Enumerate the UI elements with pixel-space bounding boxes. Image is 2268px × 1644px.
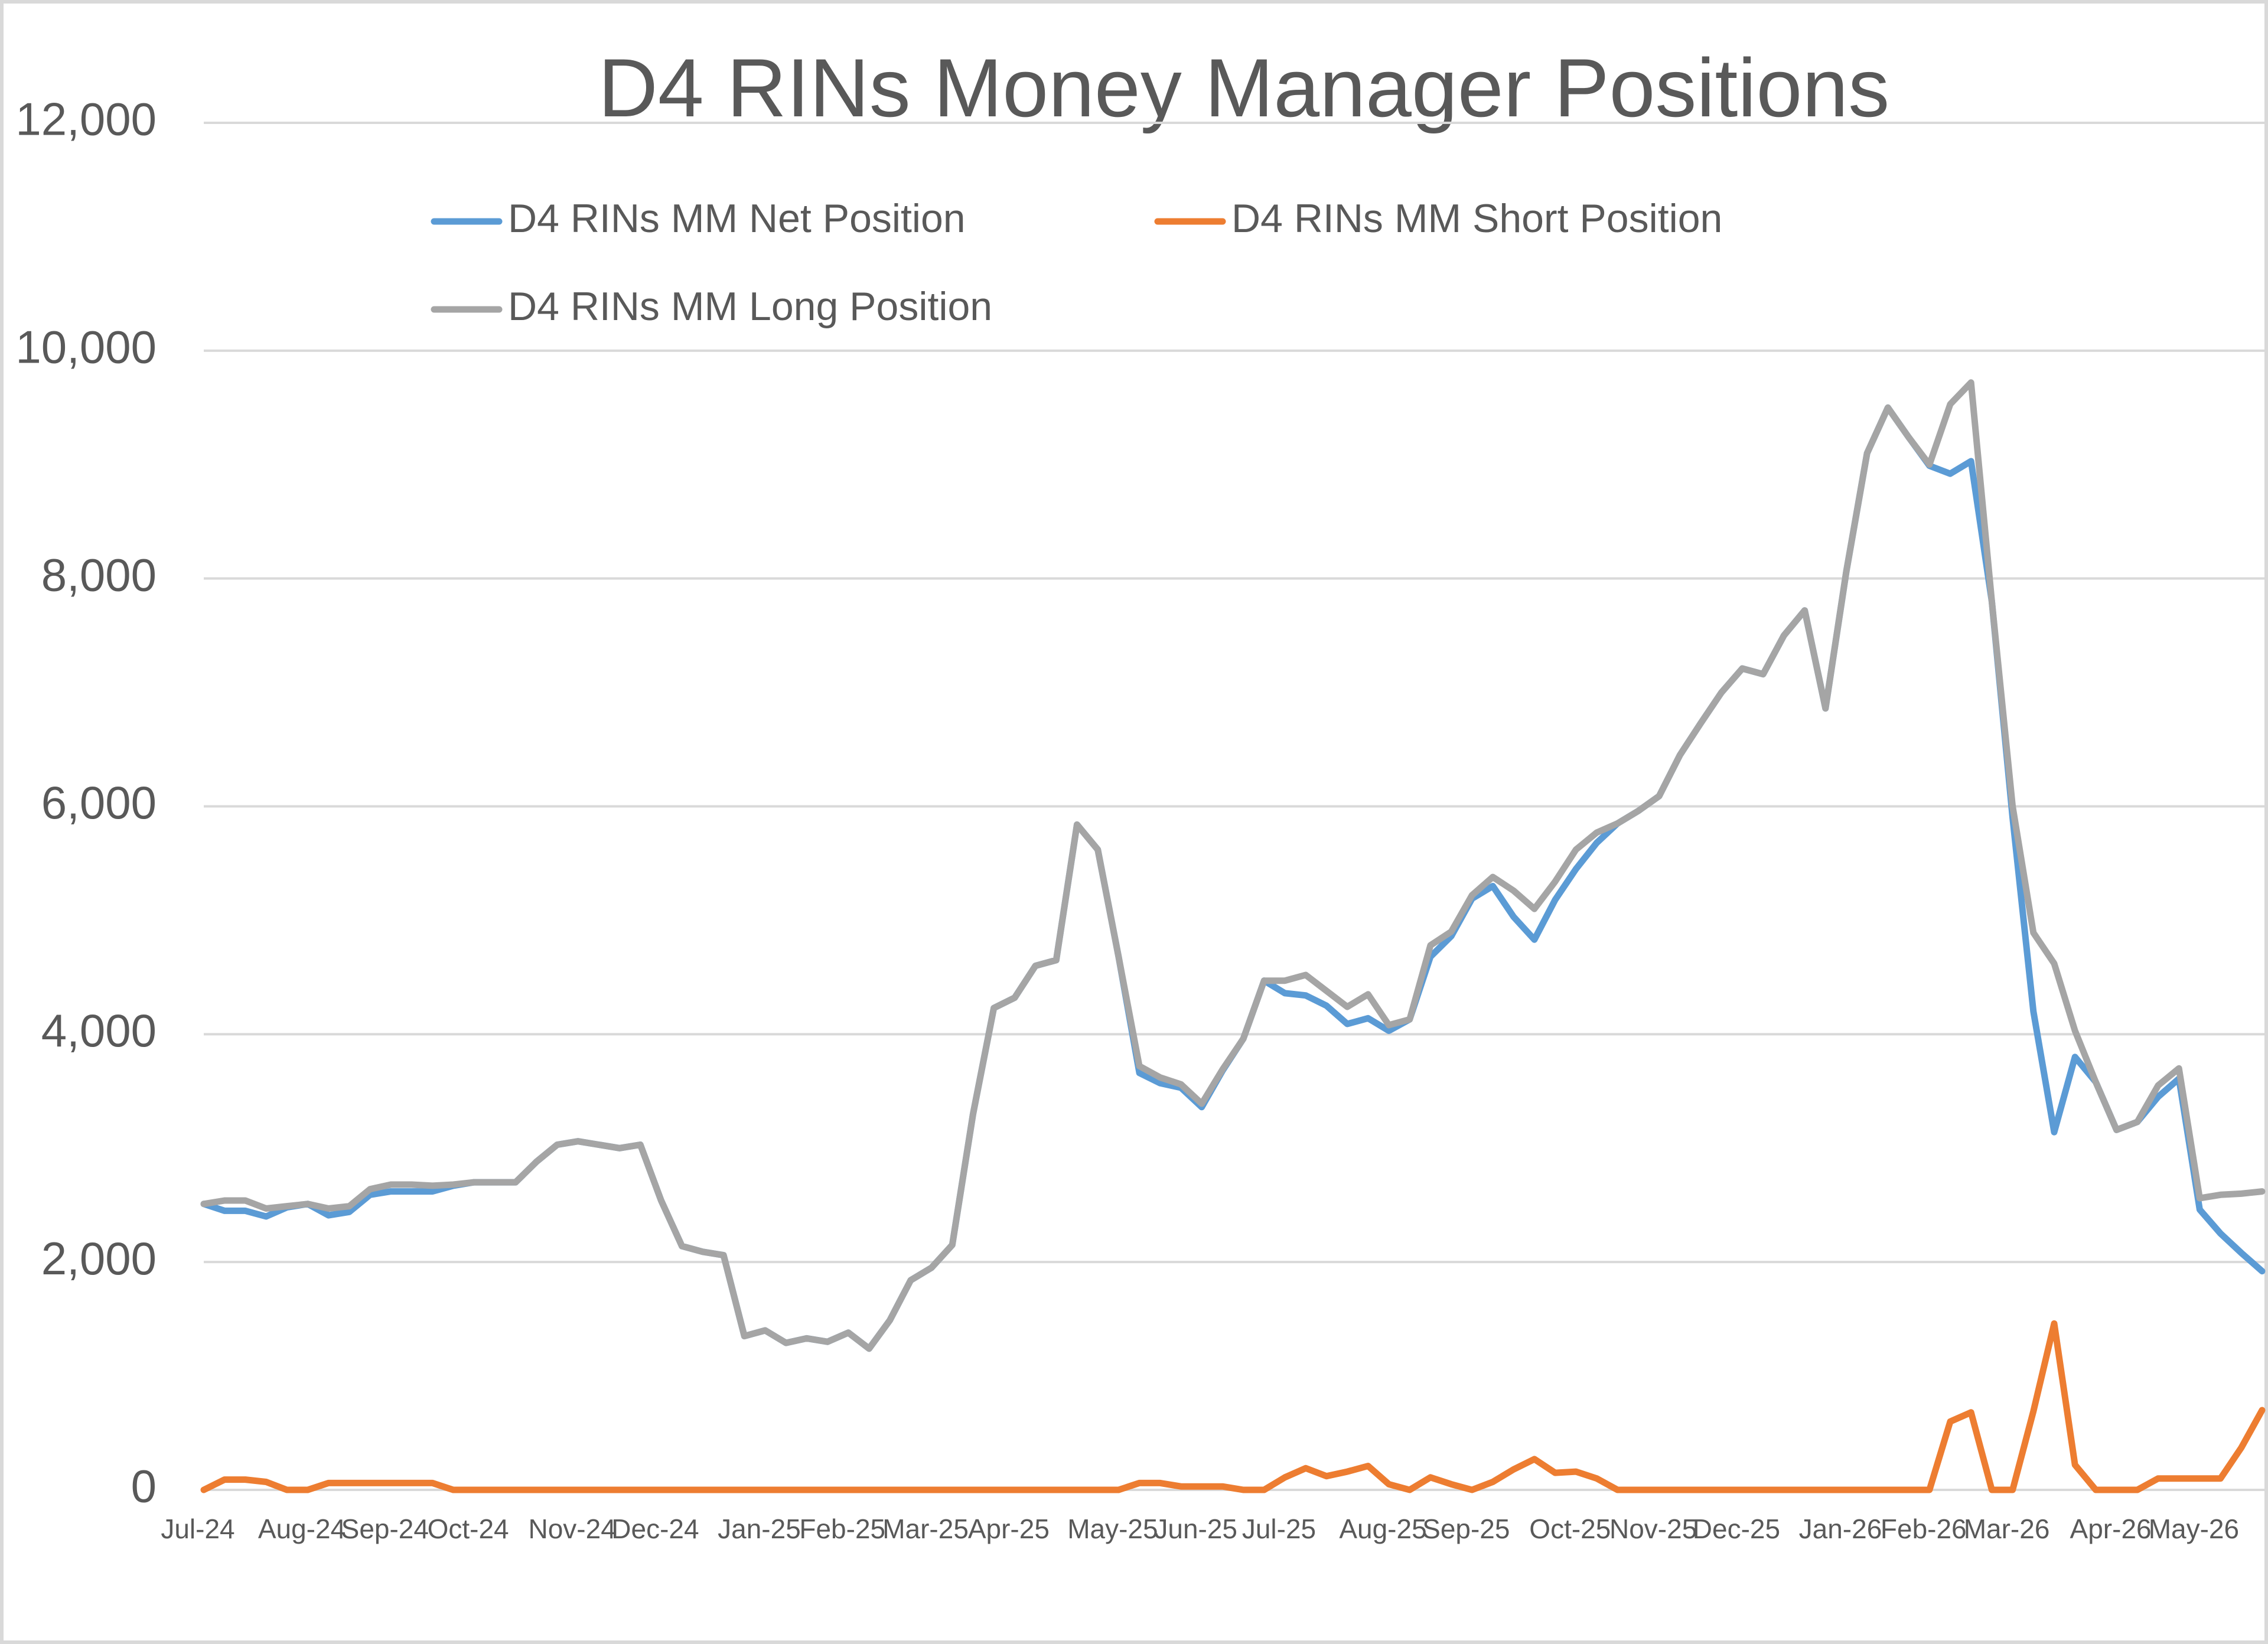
x-tick-label: Nov-24: [528, 1513, 615, 1544]
legend-label: D4 RINs MM Short Position: [1231, 196, 1722, 241]
x-tick-label: Oct-25: [1529, 1513, 1611, 1544]
series-line: [200, 379, 2266, 1352]
x-tick-label: Jan-26: [1799, 1513, 1882, 1544]
x-tick-label: Oct-24: [428, 1513, 509, 1544]
x-tick-label: Feb-25: [799, 1513, 885, 1544]
legend-label: D4 RINs MM Net Position: [508, 196, 966, 241]
x-tick-label: Jun-25: [1154, 1513, 1237, 1544]
x-tick-label: Feb-26: [1881, 1513, 1967, 1544]
x-tick-label: Jul-24: [161, 1513, 234, 1544]
y-tick-label: 10,000: [15, 321, 157, 373]
x-tick-label: Aug-24: [258, 1513, 346, 1544]
x-tick-label: Jan-25: [718, 1513, 801, 1544]
x-tick-label: Mar-25: [882, 1513, 969, 1544]
x-tick-label: Aug-25: [1339, 1513, 1426, 1544]
y-tick-label: 2,000: [41, 1232, 157, 1284]
x-tick-label: Apr-26: [2070, 1513, 2152, 1544]
y-tick-label: 4,000: [41, 1004, 157, 1056]
y-tick-label: 0: [131, 1460, 157, 1512]
legend-label: D4 RINs MM Long Position: [508, 284, 992, 329]
y-tick-label: 6,000: [41, 777, 157, 828]
x-tick-label: May-26: [2149, 1513, 2239, 1544]
x-tick-label: Nov-25: [1609, 1513, 1697, 1544]
x-tick-label: Sep-24: [341, 1513, 429, 1544]
x-tick-label: Mar-26: [1964, 1513, 2050, 1544]
x-tick-label: Sep-25: [1422, 1513, 1510, 1544]
x-tick-label: Jul-25: [1242, 1513, 1316, 1544]
chart-title: D4 RINs Money Manager Positions: [598, 41, 1889, 134]
y-tick-label: 8,000: [41, 549, 157, 601]
x-tick-label: Apr-25: [968, 1513, 1050, 1544]
x-tick-label: May-25: [1067, 1513, 1158, 1544]
y-tick-label: 12,000: [15, 93, 157, 145]
x-tick-label: Dec-24: [611, 1513, 699, 1544]
x-tick-label: Dec-25: [1693, 1513, 1780, 1544]
series-line: [200, 1320, 2266, 1493]
